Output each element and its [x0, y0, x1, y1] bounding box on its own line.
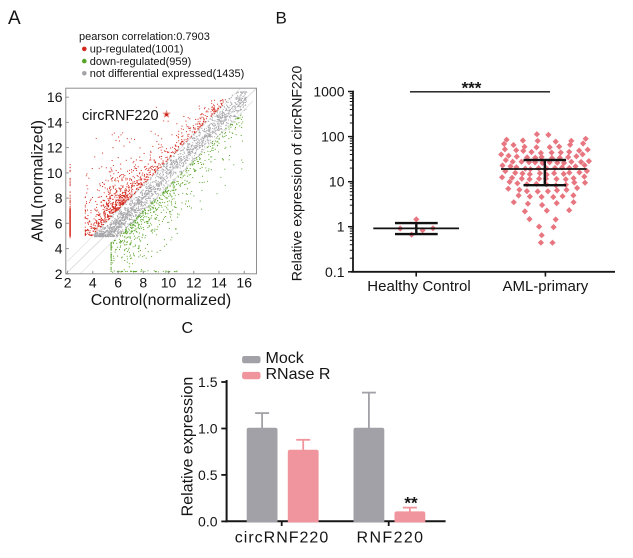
svg-text:pearson correlation:0.7903: pearson correlation:0.7903 [79, 31, 210, 43]
svg-text:0.1: 0.1 [325, 264, 345, 280]
svg-text:6: 6 [55, 215, 63, 231]
svg-text:16: 16 [47, 89, 63, 105]
svg-text:1.5: 1.5 [198, 374, 218, 390]
svg-text:**: ** [404, 494, 418, 513]
svg-text:not differential expressed(143: not differential expressed(1435) [90, 68, 245, 80]
svg-text:RNase R: RNase R [266, 366, 331, 383]
svg-text:B: B [276, 9, 287, 28]
svg-text:10: 10 [161, 275, 177, 291]
svg-text:12: 12 [186, 275, 202, 291]
svg-text:circRNF220: circRNF220 [235, 530, 329, 547]
svg-text:up-regulated(1001): up-regulated(1001) [90, 44, 184, 56]
svg-text:6: 6 [114, 275, 122, 291]
svg-text:14: 14 [47, 114, 63, 130]
svg-text:8: 8 [55, 190, 63, 206]
svg-text:1.0: 1.0 [198, 421, 218, 437]
svg-text:2: 2 [64, 275, 72, 291]
svg-text:circRNF220: circRNF220 [82, 108, 159, 124]
svg-text:down-regulated(959): down-regulated(959) [90, 56, 192, 68]
svg-text:16: 16 [236, 275, 252, 291]
svg-text:8: 8 [139, 275, 147, 291]
svg-text:10: 10 [329, 174, 345, 190]
svg-text:AML-primary: AML-primary [502, 278, 588, 295]
svg-text:Control(normalized): Control(normalized) [91, 292, 232, 309]
svg-text:Relative expression: Relative expression [180, 377, 197, 517]
svg-text:AML(normalized): AML(normalized) [30, 120, 47, 242]
svg-text:100: 100 [321, 129, 345, 145]
svg-text:RNF220: RNF220 [357, 530, 425, 547]
svg-text:Mock: Mock [266, 350, 305, 367]
svg-text:2: 2 [55, 266, 63, 282]
svg-text:A: A [8, 8, 21, 29]
svg-text:0.0: 0.0 [198, 513, 218, 529]
svg-text:1: 1 [337, 219, 345, 235]
svg-text:Healthy Control: Healthy Control [367, 278, 470, 295]
svg-text:0.5: 0.5 [198, 467, 218, 483]
svg-text:14: 14 [211, 275, 227, 291]
svg-text:4: 4 [89, 275, 97, 291]
svg-text:C: C [182, 320, 194, 337]
svg-text:1000: 1000 [313, 84, 344, 100]
svg-text:Relative expression of circRNF: Relative expression of circRNF220 [289, 66, 305, 282]
svg-text:***: *** [462, 79, 482, 98]
svg-text:4: 4 [55, 241, 63, 257]
svg-text:10: 10 [47, 165, 63, 181]
svg-text:12: 12 [47, 140, 63, 156]
